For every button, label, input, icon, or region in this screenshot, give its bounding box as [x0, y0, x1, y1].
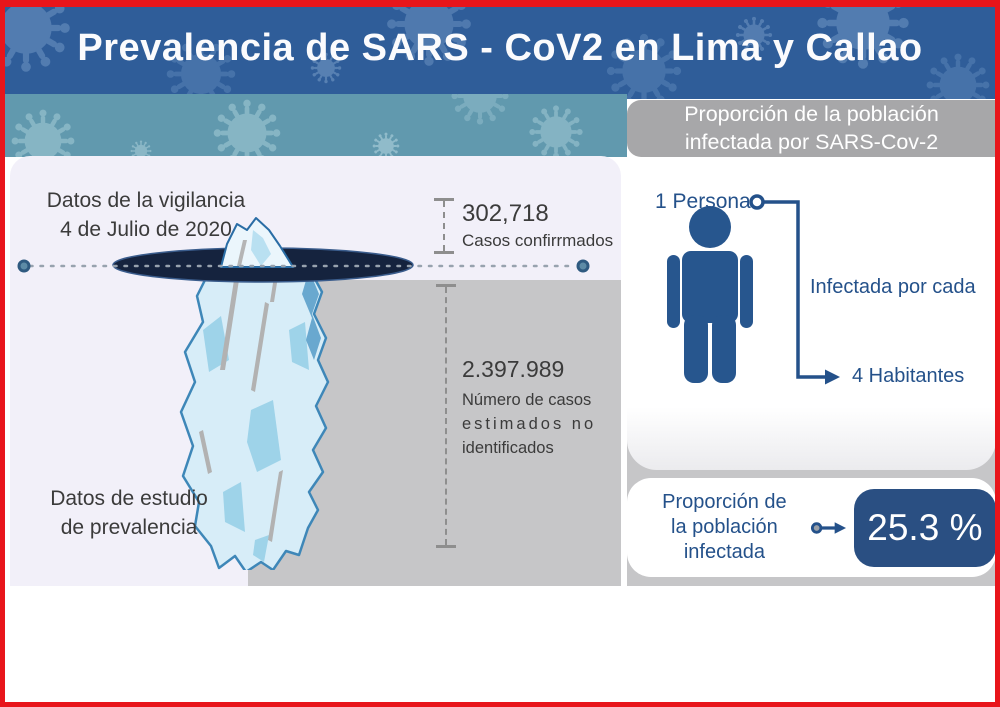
right-panel-header-line1: Proporción de la población — [684, 101, 939, 126]
iceberg-icon — [112, 217, 414, 570]
right-panel-header-line2: infectada por SARS-Cov-2 — [684, 129, 939, 154]
prevalence-line1: Datos de estudio — [50, 487, 208, 510]
measure-cap — [436, 284, 456, 287]
estimated-label-line2: estimados no — [462, 414, 597, 433]
proportion-label: Proporción de la población infectada — [641, 490, 808, 565]
red-separator — [0, 0, 1000, 7]
inhabitants-label: 4 Habitantes — [852, 365, 965, 387]
virus-icon — [0, 94, 627, 157]
surveillance-line1: Datos de la vigilancia — [46, 189, 246, 212]
measure-cap — [434, 251, 454, 254]
person-count-label: 1 Persona — [655, 190, 751, 213]
measure-line-estimated — [445, 287, 447, 545]
surveillance-label: Datos de la vigilancia 4 de Julio de 202… — [30, 186, 262, 245]
estimated-cases-block: 2.397.989 Número de casos estimados no i… — [462, 356, 612, 461]
measure-line-confirmed — [443, 201, 445, 251]
title-band: Prevalencia de SARS - CoV2 en Lima y Cal… — [0, 0, 1000, 99]
circle-arrow-icon — [810, 521, 846, 534]
page-title: Prevalencia de SARS - CoV2 en Lima y Cal… — [77, 27, 923, 69]
proportion-line3: infectada — [683, 541, 766, 563]
right-panel-header: Proporción de la población infectada por… — [627, 100, 996, 157]
prevalence-line2: de prevalencia — [60, 516, 198, 540]
proportion-card: Proporción de la población infectada 25.… — [627, 478, 996, 577]
proportion-value-box: 25.3 % — [853, 488, 996, 567]
confirmed-cases-value: 302,718 — [462, 200, 549, 227]
confirmed-cases-block: 302,718 Casos confirrmados — [462, 200, 613, 251]
estimated-label-line3: identificados — [462, 438, 554, 457]
prevalence-study-label: Datos de estudio de prevalencia — [22, 484, 236, 543]
footer: REPÚBLICA DEL PERÚ PERÚ Ministerio de Sa… — [0, 593, 1000, 703]
proportion-line2: la población — [671, 516, 778, 538]
proportion-line1: Proporción de — [662, 491, 787, 513]
connector-line — [749, 194, 840, 385]
infected-per-label: Infectada por cada — [810, 276, 976, 298]
teal-band — [0, 94, 627, 157]
measure-cap — [434, 198, 454, 201]
proportion-value: 25.3 % — [867, 506, 983, 548]
measure-cap — [436, 545, 456, 548]
waterline-dotted-line — [17, 259, 590, 273]
person-icon — [667, 206, 753, 383]
confirmed-cases-label: Casos confirrmados — [462, 231, 614, 250]
estimated-cases-value: 2.397.989 — [462, 356, 565, 382]
estimated-label-line1: Número de casos — [462, 391, 592, 409]
surveillance-line2: 4 de Julio de 2020 — [60, 218, 232, 242]
